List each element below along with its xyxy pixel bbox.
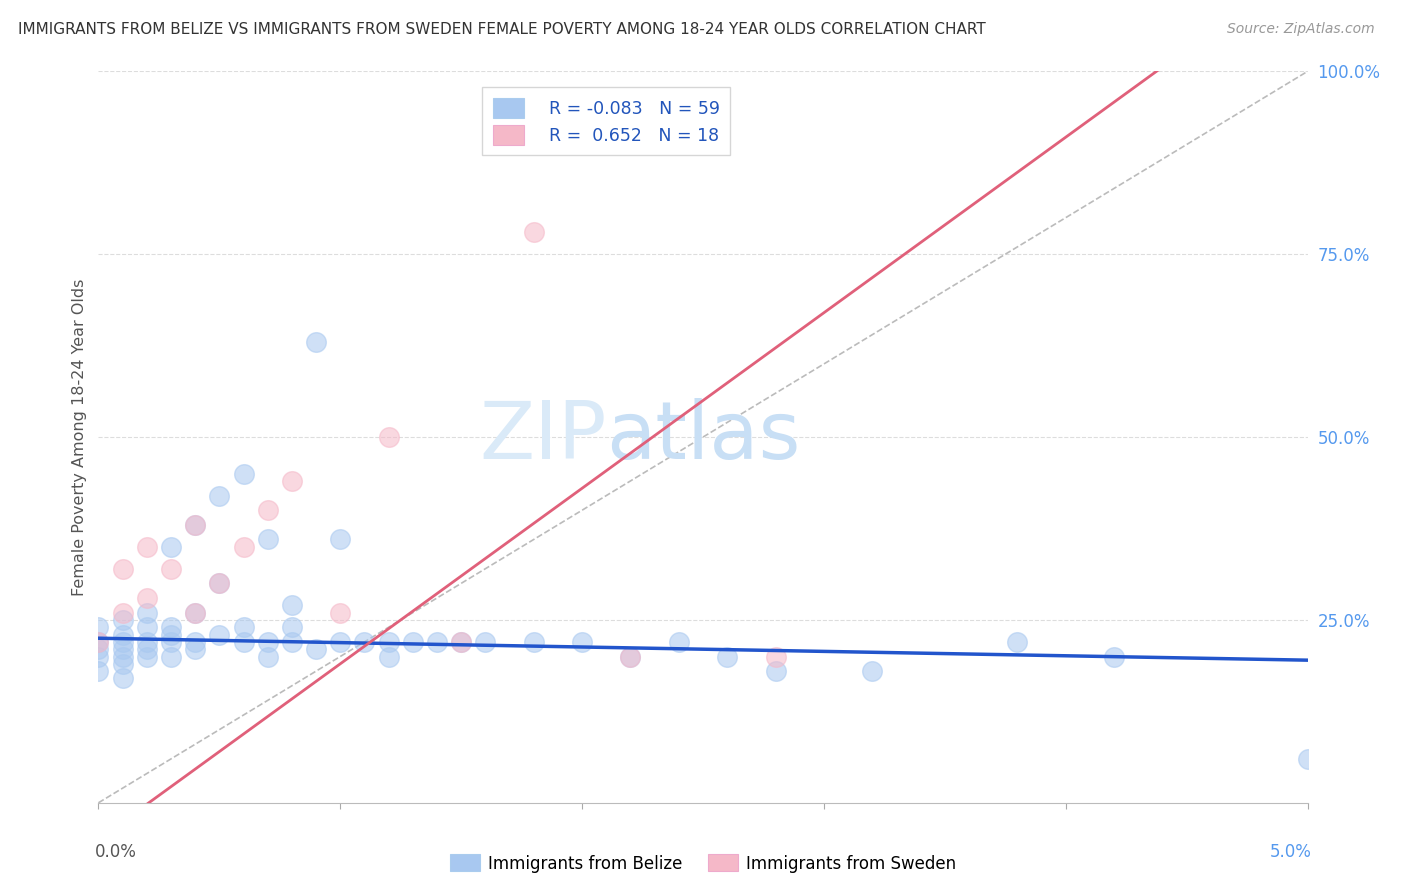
Point <box>208 576 231 591</box>
Point <box>619 649 641 664</box>
Point <box>135 635 157 649</box>
Point <box>426 635 449 649</box>
Text: Source: ZipAtlas.com: Source: ZipAtlas.com <box>1227 22 1375 37</box>
Legend: Immigrants from Belize, Immigrants from Sweden: Immigrants from Belize, Immigrants from … <box>443 847 963 880</box>
Point <box>765 664 787 678</box>
Point <box>523 635 546 649</box>
Point <box>184 606 207 620</box>
Point <box>256 503 278 517</box>
Point <box>135 591 157 605</box>
Point <box>1007 635 1029 649</box>
Point <box>135 620 157 634</box>
Point <box>329 533 352 547</box>
Point <box>135 649 157 664</box>
Point <box>111 672 134 686</box>
Y-axis label: Female Poverty Among 18-24 Year Olds: Female Poverty Among 18-24 Year Olds <box>72 278 87 596</box>
Point <box>450 635 472 649</box>
Point <box>668 635 690 649</box>
Point <box>135 642 157 657</box>
Point <box>1102 649 1125 664</box>
Point <box>111 613 134 627</box>
Point <box>111 627 134 641</box>
Point <box>135 606 157 620</box>
Point <box>402 635 425 649</box>
Point <box>87 642 110 657</box>
Point <box>184 642 207 657</box>
Point <box>135 540 157 554</box>
Point <box>208 627 231 641</box>
Point <box>232 635 254 649</box>
Point <box>329 635 352 649</box>
Point <box>232 467 254 481</box>
Point <box>281 599 304 613</box>
Point <box>87 635 110 649</box>
Point <box>184 517 207 532</box>
Point <box>232 620 254 634</box>
Point <box>377 649 399 664</box>
Text: IMMIGRANTS FROM BELIZE VS IMMIGRANTS FROM SWEDEN FEMALE POVERTY AMONG 18-24 YEAR: IMMIGRANTS FROM BELIZE VS IMMIGRANTS FRO… <box>18 22 986 37</box>
Point <box>111 642 134 657</box>
Point <box>160 562 183 576</box>
Point <box>450 635 472 649</box>
Point <box>111 649 134 664</box>
Text: atlas: atlas <box>606 398 800 476</box>
Point <box>377 635 399 649</box>
Point <box>111 635 134 649</box>
Point <box>87 664 110 678</box>
Point <box>571 635 593 649</box>
Point <box>523 225 546 239</box>
Point <box>1296 752 1319 766</box>
Point <box>860 664 883 678</box>
Point <box>111 562 134 576</box>
Point <box>160 635 183 649</box>
Point <box>184 635 207 649</box>
Point <box>281 474 304 488</box>
Point <box>329 606 352 620</box>
Point <box>208 576 231 591</box>
Point <box>160 620 183 634</box>
Point <box>256 533 278 547</box>
Legend:   R = -0.083   N = 59,   R =  0.652   N = 18: R = -0.083 N = 59, R = 0.652 N = 18 <box>482 87 730 155</box>
Point <box>87 620 110 634</box>
Point <box>87 649 110 664</box>
Point <box>305 642 328 657</box>
Text: ZIP: ZIP <box>479 398 606 476</box>
Point <box>184 606 207 620</box>
Point <box>619 649 641 664</box>
Point <box>184 517 207 532</box>
Point <box>160 649 183 664</box>
Point <box>87 635 110 649</box>
Point <box>111 606 134 620</box>
Point <box>160 540 183 554</box>
Point <box>111 657 134 671</box>
Point <box>208 489 231 503</box>
Point <box>765 649 787 664</box>
Point <box>305 334 328 349</box>
Point <box>160 627 183 641</box>
Point <box>232 540 254 554</box>
Point <box>256 635 278 649</box>
Text: 5.0%: 5.0% <box>1270 843 1312 861</box>
Text: 0.0%: 0.0% <box>94 843 136 861</box>
Point <box>256 649 278 664</box>
Point <box>353 635 375 649</box>
Point <box>281 635 304 649</box>
Point <box>377 430 399 444</box>
Point <box>716 649 738 664</box>
Point <box>281 620 304 634</box>
Point <box>474 635 496 649</box>
